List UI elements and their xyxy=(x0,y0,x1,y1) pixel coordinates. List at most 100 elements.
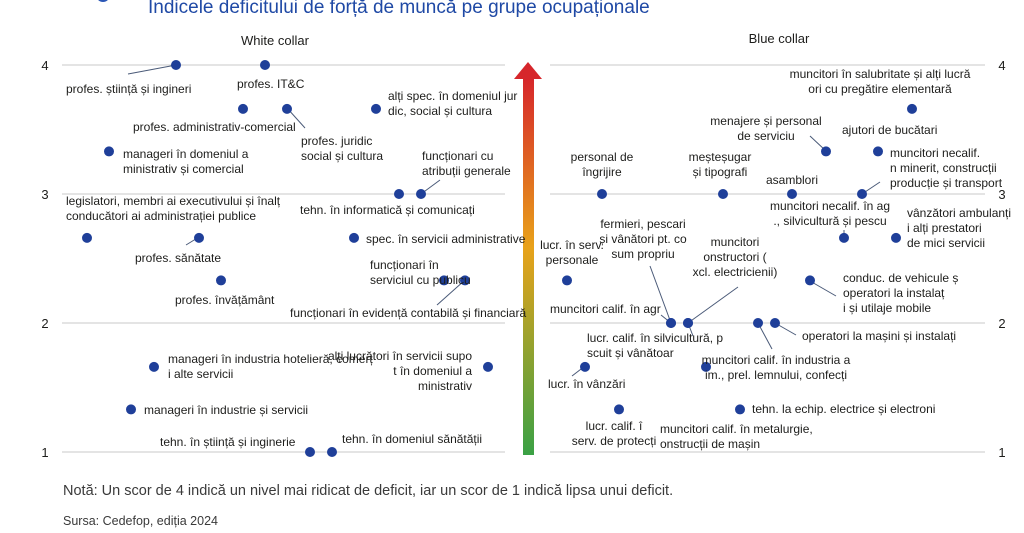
data-label-white-0: profes. știință și ingineri xyxy=(66,82,191,96)
data-label-line: social și cultura xyxy=(301,149,383,163)
data-label-line: muncitori calif. în metalurgie, xyxy=(660,422,813,436)
data-point-white-13 xyxy=(460,275,470,286)
data-label-line: meșteșugar xyxy=(689,150,752,164)
data-label-blue-0: muncitori în salubritate și alți lucră or… xyxy=(790,67,971,96)
data-label-white-3: profes. juridic social și cultura xyxy=(301,134,383,163)
data-label-blue-19: lucr. calif. î serv. de protecți xyxy=(572,419,656,448)
data-label-line: muncitori în salubritate și alți lucră xyxy=(790,67,971,81)
data-label-white-18: tehn. în domeniul sănătății xyxy=(342,432,482,446)
data-label-line: muncitori calif. în industria a xyxy=(702,353,851,367)
data-point-blue-4 xyxy=(718,189,728,199)
y-tick-left-4: 4 xyxy=(41,58,48,73)
data-label-line: t în domeniul a xyxy=(393,364,472,378)
y-tick-right-4: 4 xyxy=(998,58,1005,73)
leader-line-white-0 xyxy=(127,64,177,75)
data-point-blue-14 xyxy=(683,318,693,328)
data-label-line: manageri în domeniul a xyxy=(123,147,249,161)
data-label-line: legislatori, membri ai executivului și î… xyxy=(66,194,281,208)
data-point-white-1 xyxy=(260,60,270,70)
data-label-blue-9: lucr. în serv. personale xyxy=(540,238,604,267)
chart-note: Notă: Un scor de 4 indică un nivel mai r… xyxy=(63,483,674,499)
data-label-white-6: funcționari cu atribuții generale xyxy=(422,149,511,178)
data-label-line: conducători ai administrației publice xyxy=(66,209,256,223)
data-label-blue-5: asamblori xyxy=(766,173,818,187)
data-label-white-4: alți spec. în domeniul jur dic, social și… xyxy=(388,89,517,118)
data-point-white-6 xyxy=(416,189,426,199)
data-label-blue-18: muncitori calif. în metalurgie, onstrucți… xyxy=(660,422,813,451)
data-label-line: profes. știință și ingineri xyxy=(66,82,191,96)
data-label-line: operatori la instalaț xyxy=(843,286,945,300)
data-points xyxy=(82,60,917,457)
data-point-blue-9 xyxy=(562,275,572,286)
data-label-blue-7: muncitori necalif. în ag., silvicultură … xyxy=(770,199,890,228)
leader-line-blue-12 xyxy=(649,265,672,324)
data-label-white-12: funcționari în serviciul cu publicu xyxy=(370,258,471,287)
data-label-line: și tipografi xyxy=(693,165,748,179)
data-point-white-11 xyxy=(216,275,226,286)
data-point-blue-3 xyxy=(597,189,607,199)
data-point-white-7 xyxy=(394,189,404,199)
data-label-white-8: legislatori, membri ai executivului și î… xyxy=(66,194,281,223)
data-label-line: muncitori necalif. xyxy=(890,146,980,160)
data-label-line: scuit și vânătoar xyxy=(587,346,674,360)
data-label-line: muncitori xyxy=(711,235,760,249)
data-label-line: operatori la mașini și instalați xyxy=(802,329,956,343)
chart-source: Sursa: Cedefop, ediția 2024 xyxy=(63,514,218,528)
data-point-white-12 xyxy=(439,275,449,286)
data-label-line: tehn. în știință și inginerie xyxy=(160,435,296,449)
data-label-white-10: spec. în servicii administrative xyxy=(366,232,526,246)
data-label-line: fermieri, pescari xyxy=(600,217,685,231)
data-point-blue-0 xyxy=(907,103,917,114)
y-tick-left-3: 3 xyxy=(41,187,48,202)
data-label-line: funcționari în xyxy=(370,258,439,272)
data-point-blue-19 xyxy=(614,404,624,415)
data-label-line: onstructori ( xyxy=(703,250,766,264)
data-point-white-18 xyxy=(327,447,337,457)
data-label-line: de mici servicii xyxy=(907,236,985,250)
data-point-blue-2 xyxy=(873,146,883,157)
data-point-white-9 xyxy=(194,232,204,243)
data-label-line: tehn. la echip. electrice și electroni xyxy=(752,402,935,416)
data-label-line: atribuții generale xyxy=(422,164,511,178)
data-label-line: serv. de protecți xyxy=(572,434,656,448)
data-label-line: asamblori xyxy=(766,173,818,187)
data-label-line: profes. juridic xyxy=(301,134,372,148)
data-label-line: personal de xyxy=(571,150,634,164)
grid-lines xyxy=(62,64,985,453)
data-label-line: lucr. în serv. xyxy=(540,238,604,252)
data-point-blue-18 xyxy=(701,361,711,372)
data-label-line: muncitori necalif. în ag xyxy=(770,199,890,213)
data-point-blue-12 xyxy=(666,318,676,328)
data-label-blue-1: menajere și personal de serviciu xyxy=(710,114,821,143)
leader-line-blue-14 xyxy=(687,286,739,324)
data-label-line: im., prel. lemnului, confecți xyxy=(705,368,847,382)
data-label-line: i alți prestatori xyxy=(907,221,982,235)
data-label-line: de serviciu xyxy=(737,129,794,143)
data-label-line: funcționari în evidență contabilă și fin… xyxy=(290,306,526,320)
data-label-white-17: tehn. în știință și inginerie xyxy=(160,435,296,449)
data-label-white-1: profes. IT&C xyxy=(237,77,305,91)
data-label-line: tehn. în informatică și comunicați xyxy=(300,203,475,217)
data-label-blue-16: operatori la mașini și instalați xyxy=(802,329,956,343)
data-label-line: manageri în industria hotelieră, comerț xyxy=(168,352,373,366)
chart-title: Indicele deficitului de forță de muncă p… xyxy=(148,0,650,18)
data-point-blue-7 xyxy=(839,232,849,243)
data-label-line: spec. în servicii administrative xyxy=(366,232,526,246)
data-point-white-8 xyxy=(82,232,92,243)
data-label-line: lucr. calif. î xyxy=(586,419,643,433)
data-point-blue-20 xyxy=(735,404,745,415)
data-point-blue-10 xyxy=(805,275,815,286)
data-label-line: funcționari cu xyxy=(422,149,493,163)
data-label-line: ministrativ xyxy=(418,379,472,393)
data-label-line: alți lucrători în servicii supo xyxy=(328,349,472,363)
data-point-white-17 xyxy=(305,447,315,457)
data-label-blue-10: conduc. de vehicule ș operatori la instal… xyxy=(843,271,958,315)
data-label-line: profes. administrativ-comercial xyxy=(133,120,296,134)
data-label-white-9: profes. sănătate xyxy=(135,251,221,265)
data-label-line: conduc. de vehicule ș xyxy=(843,271,958,285)
data-label-line: i și utilaje mobile xyxy=(843,301,931,315)
deficit-arrow-head xyxy=(514,62,542,79)
data-label-white-13: funcționari în evidență contabilă și fin… xyxy=(290,306,526,320)
data-label-white-2: profes. administrativ-comercial xyxy=(133,120,296,134)
y-axis-ticks: 1 1 2 2 3 3 4 4 xyxy=(41,58,1005,460)
